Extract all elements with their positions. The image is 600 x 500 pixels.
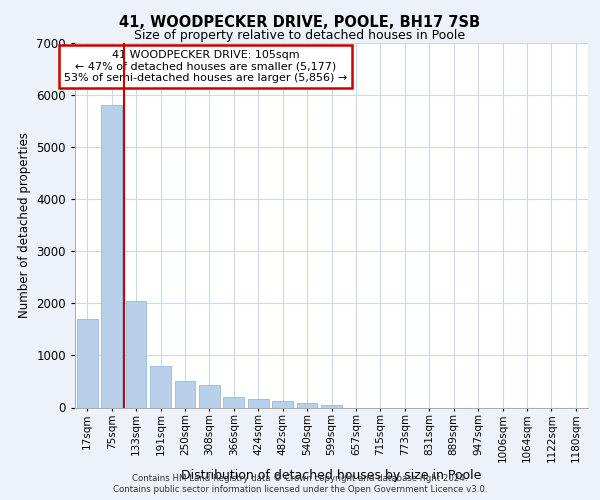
- Text: Contains HM Land Registry data © Crown copyright and database right 2024.
Contai: Contains HM Land Registry data © Crown c…: [113, 474, 487, 494]
- Bar: [272, 401, 293, 407]
- Bar: [101, 105, 122, 408]
- Text: 41 WOODPECKER DRIVE: 105sqm
← 47% of detached houses are smaller (5,177)
53% of : 41 WOODPECKER DRIVE: 105sqm ← 47% of det…: [64, 50, 347, 83]
- Bar: [248, 398, 269, 407]
- X-axis label: Distribution of detached houses by size in Poole: Distribution of detached houses by size …: [181, 469, 482, 482]
- Bar: [321, 404, 342, 407]
- Bar: [77, 319, 98, 408]
- Bar: [175, 382, 196, 407]
- Bar: [125, 300, 146, 408]
- Y-axis label: Number of detached properties: Number of detached properties: [18, 132, 31, 318]
- Bar: [150, 366, 171, 408]
- Text: 41, WOODPECKER DRIVE, POOLE, BH17 7SB: 41, WOODPECKER DRIVE, POOLE, BH17 7SB: [119, 15, 481, 30]
- Text: Size of property relative to detached houses in Poole: Size of property relative to detached ho…: [134, 29, 466, 42]
- Bar: [223, 397, 244, 407]
- Bar: [199, 385, 220, 407]
- Bar: [296, 404, 317, 407]
